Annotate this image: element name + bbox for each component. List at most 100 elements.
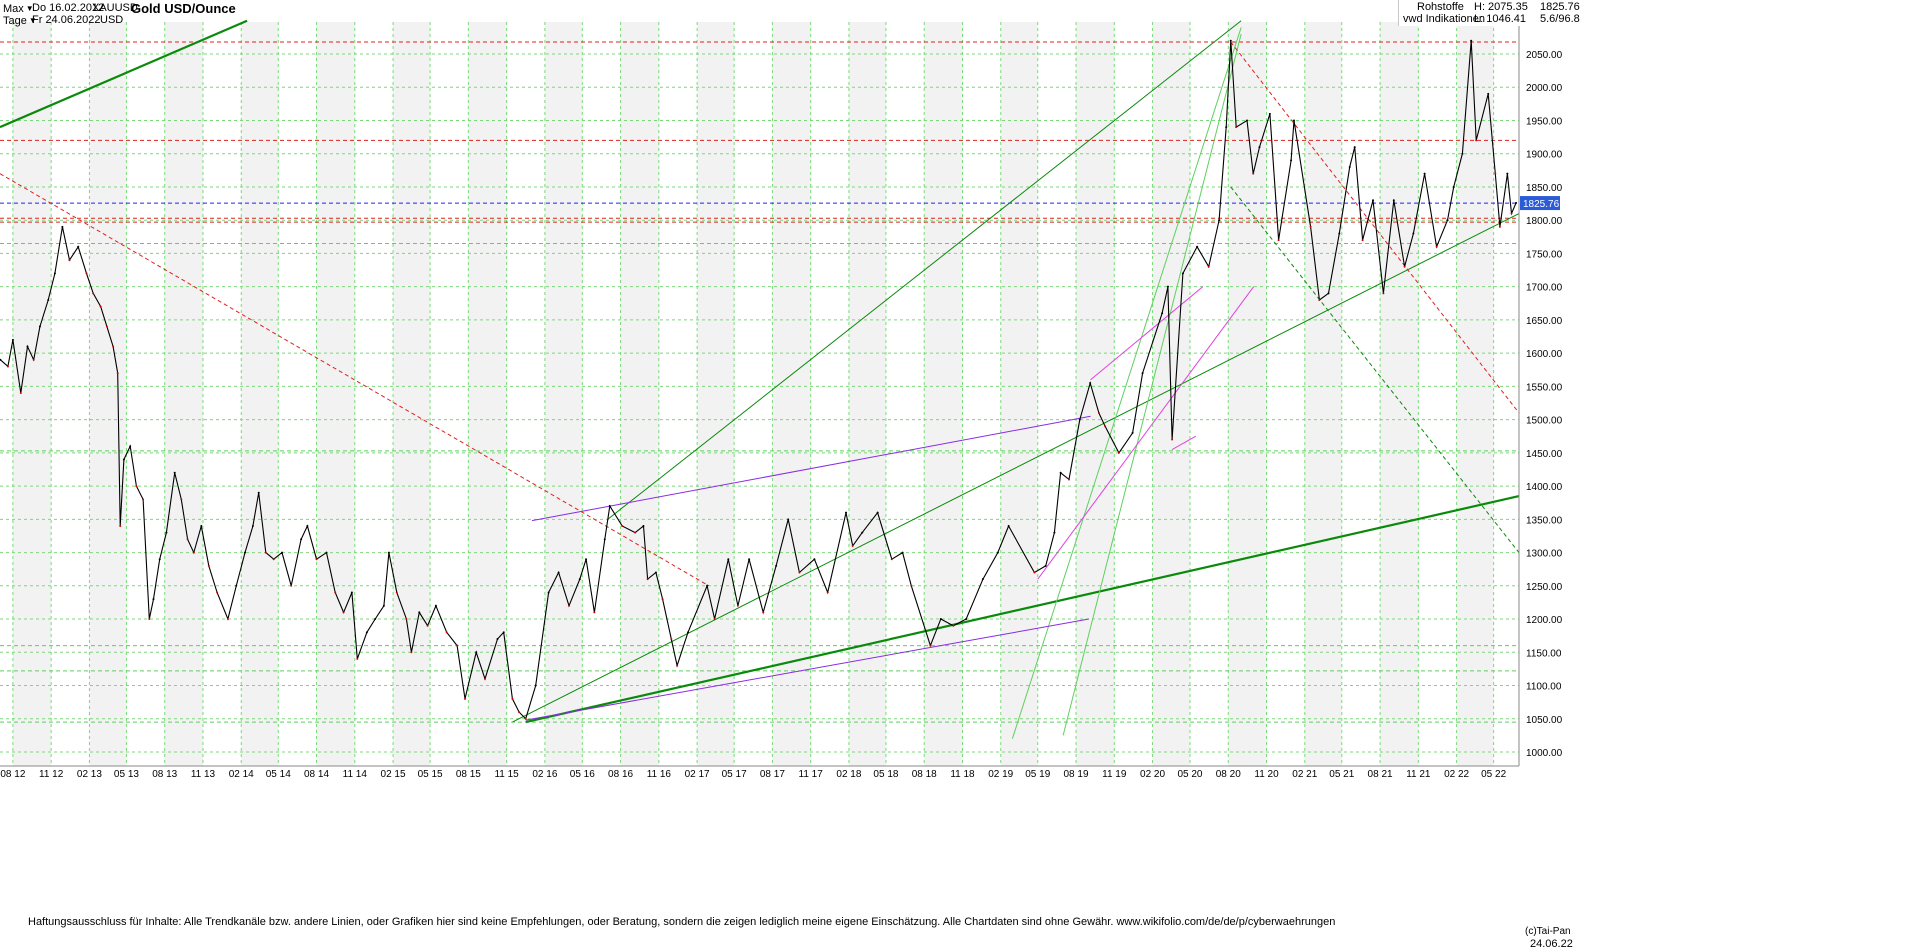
price-point <box>47 298 50 301</box>
price-point <box>1097 411 1100 414</box>
price-point <box>1268 112 1271 115</box>
y-tick-label: 1250.00 <box>1526 582 1563 593</box>
range-selector[interactable]: Max ▼ <box>3 2 34 16</box>
price-point <box>243 551 246 554</box>
price-point <box>654 571 657 574</box>
price-point <box>1196 245 1199 248</box>
x-tick-label: 08 12 <box>0 769 25 780</box>
price-point <box>676 664 679 667</box>
price-point <box>445 631 448 634</box>
price-point <box>382 604 385 607</box>
category-label: Rohstoffe <box>1417 1 1464 13</box>
price-point <box>1117 451 1120 454</box>
y-tick-label: 1300.00 <box>1526 549 1563 560</box>
shade-band <box>393 22 431 766</box>
disclaimer-text: Haftungsausschluss für Inhalte: Alle Tre… <box>28 916 1336 928</box>
price-point <box>621 524 624 527</box>
y-tick-label: 1800.00 <box>1526 216 1563 227</box>
y-tick-label: 1600.00 <box>1526 349 1563 360</box>
trend-line <box>0 173 710 587</box>
price-point <box>1309 225 1312 228</box>
x-tick-label: 02 20 <box>1140 769 1165 780</box>
price-point <box>426 624 429 627</box>
price-point <box>306 524 309 527</box>
price-point <box>686 631 689 634</box>
x-tick-label: 05 18 <box>873 769 898 780</box>
trend-lines <box>0 19 1520 739</box>
price-point <box>257 491 260 494</box>
price-point <box>965 618 968 621</box>
x-tick-label: 11 21 <box>1406 769 1431 780</box>
price-point <box>68 259 71 262</box>
price-point <box>845 511 848 514</box>
currency-label: USD <box>100 14 124 26</box>
price-point <box>1403 265 1406 268</box>
price-point <box>365 631 368 634</box>
price-point <box>1327 292 1330 295</box>
x-tick-label: 08 17 <box>760 769 785 780</box>
x-tick-label: 02 16 <box>532 769 557 780</box>
range-label: Max <box>3 3 24 15</box>
price-point <box>1104 425 1107 428</box>
price-point <box>1067 478 1070 481</box>
price-point <box>1348 166 1351 169</box>
price-line <box>0 40 1517 720</box>
chevron-down-icon: ▼ <box>28 16 37 25</box>
price-point <box>1452 185 1455 188</box>
y-tick-label: 1700.00 <box>1526 283 1563 294</box>
y-tick-label: 1750.00 <box>1526 249 1563 260</box>
price-point <box>165 531 168 534</box>
price-point <box>251 524 254 527</box>
y-tick-label: 1050.00 <box>1526 715 1563 726</box>
price-point <box>736 604 739 607</box>
y-tick-label: 2000.00 <box>1526 83 1563 94</box>
shade-band <box>1076 22 1115 766</box>
price-point <box>216 591 219 594</box>
price-point <box>1353 146 1356 149</box>
price-point <box>53 272 56 275</box>
price-point <box>1506 172 1509 175</box>
price-point <box>1338 232 1341 235</box>
x-tick-label: 11 17 <box>799 769 824 780</box>
x-tick-label: 05 15 <box>418 769 443 780</box>
price-point <box>1218 219 1221 222</box>
y-tick-label: 1400.00 <box>1526 482 1563 493</box>
shade-band <box>89 22 127 766</box>
price-point <box>593 611 596 614</box>
price-point <box>910 584 913 587</box>
price-point <box>200 524 203 527</box>
price-point <box>1166 285 1169 288</box>
price-point <box>1510 212 1513 215</box>
price-point <box>727 558 730 561</box>
price-point <box>634 531 637 534</box>
x-tick-label: 02 21 <box>1292 769 1317 780</box>
price-point <box>787 518 790 521</box>
y-tick-label: 1950.00 <box>1526 116 1563 127</box>
price-point <box>901 551 904 554</box>
price-point <box>6 365 9 368</box>
chart-grid <box>0 22 1519 766</box>
price-point <box>1229 39 1232 42</box>
y-tick-label: 1450.00 <box>1526 449 1563 460</box>
price-point <box>1494 172 1497 175</box>
price-point <box>300 538 303 541</box>
period-label: Tage <box>3 15 27 27</box>
price-point <box>1446 219 1449 222</box>
price-point <box>981 578 984 581</box>
shade-band <box>924 22 963 766</box>
price-point <box>1141 372 1144 375</box>
current-price-label: 1825.76 <box>1523 199 1560 210</box>
period-selector[interactable]: Tage ▼ <box>3 14 37 28</box>
price-point <box>1372 199 1375 202</box>
price-point <box>502 631 505 634</box>
price-point <box>496 637 499 640</box>
y-tick-label: 1350.00 <box>1526 515 1563 526</box>
price-point <box>180 498 183 501</box>
x-tick-label: 08 19 <box>1064 769 1089 780</box>
trend-line <box>1230 186 1520 553</box>
price-point <box>851 544 854 547</box>
trend-line <box>525 618 1090 721</box>
shade-band <box>1228 22 1267 766</box>
volume-label: 5.6/96.8 <box>1540 13 1580 25</box>
